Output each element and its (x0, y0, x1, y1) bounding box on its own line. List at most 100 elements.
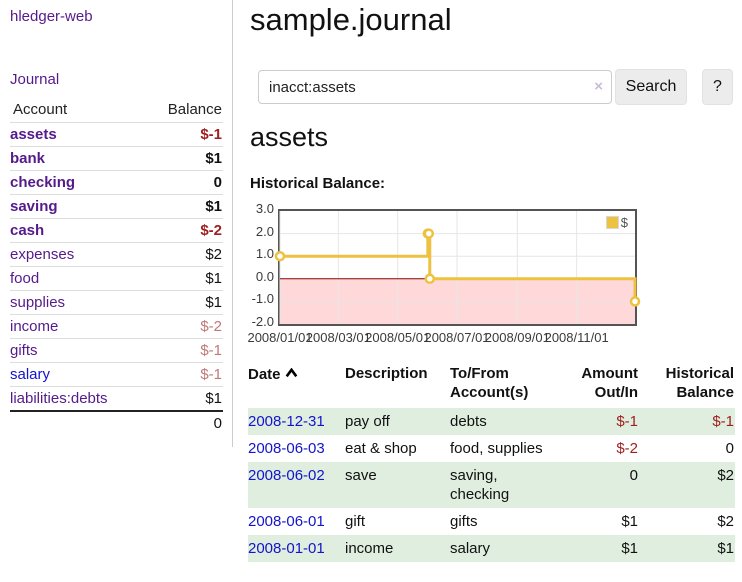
transaction-balance: $2 (717, 467, 734, 484)
account-link-expenses[interactable]: expenses (10, 246, 75, 263)
account-link-liabilities-debts[interactable]: liabilities:debts (10, 390, 108, 407)
y-axis-tick-label: 1.0 (255, 246, 274, 262)
legend-swatch-icon (605, 216, 619, 229)
transaction-accounts: saving, checking (450, 467, 510, 503)
transaction-amount: $-1 (616, 413, 638, 430)
transaction-description: gift (345, 513, 366, 530)
account-row: gifts $-1 (10, 338, 223, 363)
chart-canvas (274, 211, 641, 324)
register-row: 2008-06-03 eat & shop food, supplies $-2… (248, 435, 735, 462)
accounts-header-balance: Balance (167, 101, 222, 118)
y-axis-tick-label: 3.0 (255, 201, 274, 216)
sidebar: hledger-web Journal Account Balance asse… (0, 0, 233, 447)
register-row: 2008-06-01 gift gifts $1 $2 (248, 508, 735, 535)
account-link-cash[interactable]: cash (10, 222, 45, 239)
account-balance: $1 (205, 390, 222, 407)
register-row: 2008-06-02 save saving, checking 0 $2 (248, 462, 735, 508)
search-button[interactable]: Search (615, 69, 687, 105)
account-row: bank $1 (10, 146, 223, 171)
transaction-balance: 0 (725, 440, 734, 457)
y-axis-tick-label: -2.0 (251, 314, 274, 329)
accounts-total-row: 0 (10, 411, 223, 435)
account-balance: $-1 (200, 342, 222, 359)
account-link-income[interactable]: income (10, 318, 59, 335)
account-row: checking 0 (10, 170, 223, 195)
brand-link[interactable]: hledger-web (10, 8, 93, 25)
x-axis-tick-label: 2008/09/01 (484, 330, 550, 345)
main-content: sample.journal × Search ? assets Histori… (247, 0, 742, 582)
transaction-accounts: food, supplies (450, 440, 543, 457)
account-row: income $-2 (10, 314, 223, 339)
account-link-checking[interactable]: checking (10, 174, 76, 191)
account-balance: $1 (205, 198, 222, 215)
transaction-date-link[interactable]: 2008-01-01 (248, 540, 325, 557)
register-row: 2008-01-01 income salary $1 $1 (248, 535, 735, 562)
account-balance: $-2 (200, 222, 222, 239)
register-header-date[interactable]: Date (248, 362, 345, 408)
account-balance: $-2 (200, 318, 222, 335)
historical-balance-chart: 3.0 2.0 1.0 0.0 -1.0 -2.0 $ 2008/01/01 2008/03… (247, 201, 742, 348)
x-axis-tick-label: 2008/11/01 (544, 330, 609, 345)
x-axis-tick-label: 2008/03/01 (305, 330, 371, 345)
account-balance: 0 (213, 174, 222, 191)
register-header-description: Description (345, 365, 428, 382)
account-row: food $1 (10, 266, 223, 291)
y-axis-tick-label: 2.0 (255, 223, 274, 239)
account-link-saving[interactable]: saving (10, 198, 58, 215)
transaction-amount: 0 (629, 467, 638, 484)
chart-y-axis: 3.0 2.0 1.0 0.0 -1.0 -2.0 (248, 201, 274, 333)
account-balance: $-1 (200, 126, 222, 143)
register-header-accounts: To/From Account(s) (450, 365, 529, 401)
transaction-amount: $-2 (616, 440, 638, 457)
register-row: 2008-12-31 pay off debts $-1 $-1 (248, 408, 735, 435)
search-input[interactable] (258, 70, 612, 104)
transaction-amount: $1 (621, 540, 638, 557)
chart-legend: $ (603, 214, 630, 231)
x-axis-tick-label: 2008/05/01 (365, 330, 431, 345)
transaction-date-link[interactable]: 2008-06-02 (248, 467, 325, 484)
help-button[interactable]: ? (702, 69, 733, 105)
account-row: assets $-1 (10, 122, 223, 147)
account-row: saving $1 (10, 194, 223, 219)
legend-label: $ (620, 215, 628, 230)
register-header-balance: Historical Balance (665, 365, 734, 401)
transaction-accounts: gifts (450, 513, 478, 530)
transaction-date-link[interactable]: 2008-06-01 (248, 513, 325, 530)
account-link-salary[interactable]: salary (10, 366, 51, 383)
account-row: supplies $1 (10, 290, 223, 315)
x-axis-tick-label: 2008/07/01 (424, 330, 490, 345)
account-link-food[interactable]: food (10, 270, 40, 287)
transaction-description: pay off (345, 413, 390, 430)
y-axis-tick-label: 0.0 (255, 268, 274, 284)
account-balance: $-1 (200, 366, 222, 383)
account-row: salary $-1 (10, 362, 223, 387)
account-balance: $1 (205, 270, 222, 287)
register-table: Date Description To/From Account(s) Amou… (248, 362, 735, 562)
transaction-accounts: debts (450, 413, 487, 430)
clear-search-icon[interactable]: × (594, 78, 603, 95)
account-link-gifts[interactable]: gifts (10, 342, 38, 359)
account-row: cash $-2 (10, 218, 223, 243)
account-balance: $2 (205, 246, 222, 263)
transaction-accounts: salary (450, 540, 491, 557)
chart-x-axis: 2008/01/01 2008/03/01 2008/05/01 2008/07/01… (247, 330, 742, 346)
chart-plot-area: $ (274, 209, 641, 326)
register-header-amount: Amount Out/In (581, 365, 638, 401)
account-link-bank[interactable]: bank (10, 150, 46, 167)
account-balance: $1 (205, 150, 222, 167)
x-axis-tick-label: 2008/01/01 (247, 330, 313, 345)
account-heading: assets (250, 122, 329, 152)
transaction-balance: $-1 (712, 413, 734, 430)
account-link-assets[interactable]: assets (10, 126, 57, 143)
sidebar-item-journal[interactable]: Journal (10, 71, 60, 88)
transaction-description: eat & shop (345, 440, 417, 457)
transaction-amount: $1 (621, 513, 638, 530)
accounts-table: Account Balance assets $-1 bank $1 check… (10, 98, 223, 435)
page-title: sample.journal (250, 2, 452, 37)
transaction-date-link[interactable]: 2008-12-31 (248, 413, 325, 430)
account-row: expenses $2 (10, 242, 223, 267)
account-link-supplies[interactable]: supplies (10, 294, 66, 311)
accounts-header-account: Account (13, 101, 68, 118)
transaction-date-link[interactable]: 2008-06-03 (248, 440, 325, 457)
transaction-description: save (345, 467, 377, 484)
